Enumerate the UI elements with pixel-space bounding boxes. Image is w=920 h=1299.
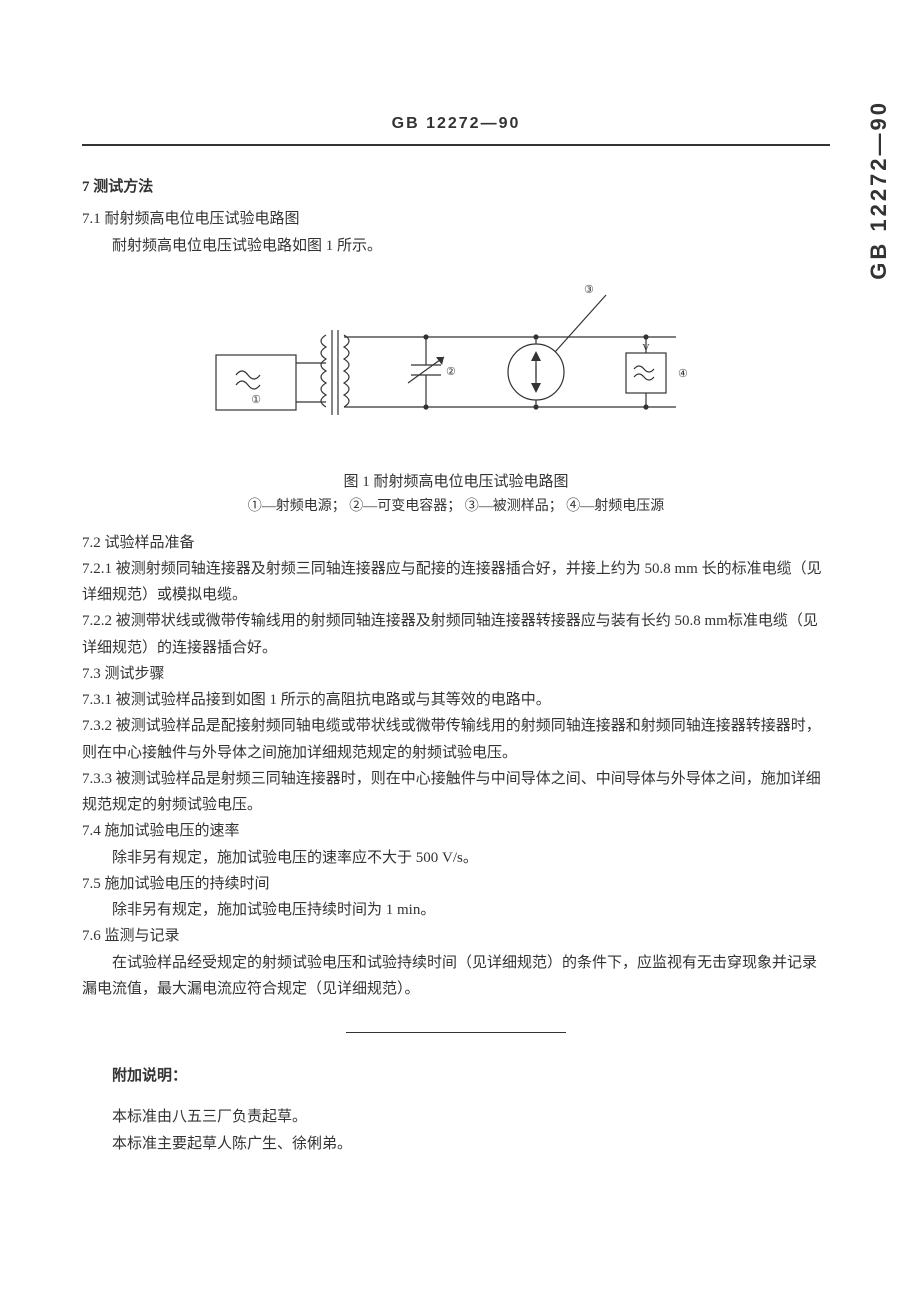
svg-text:③: ③ xyxy=(584,284,594,296)
section-7-6-body: 在试验样品经受规定的射频试验电压和试验持续时间（见详细规范）的条件下，应监视有无… xyxy=(82,950,830,1003)
section-7-4-title: 7.4 施加试验电压的速率 xyxy=(82,818,830,844)
section-7-1-body: 耐射频高电位电压试验电路如图 1 所示。 xyxy=(82,233,830,259)
section-7-1-title: 7.1 耐射频高电位电压试验电路图 xyxy=(82,206,830,232)
svg-text:①: ① xyxy=(251,394,261,406)
doc-code: GB 12272—90 xyxy=(82,110,830,144)
figure-1-caption: 图 1 耐射频高电位电压试验电路图 xyxy=(82,469,830,495)
header-rule xyxy=(82,144,830,146)
figure-1-legend: ①—射频电源； ②—可变电容器； ③—被测样品； ④—射频电压源 xyxy=(82,495,830,520)
appendix-p2: 本标准主要起草人陈广生、徐俐弟。 xyxy=(82,1131,830,1157)
side-doc-code: GB 12272—90 xyxy=(866,100,892,280)
section-7-2-title: 7.2 试验样品准备 xyxy=(82,530,830,556)
section-7-3-title: 7.3 测试步骤 xyxy=(82,661,830,687)
page-content: GB 12272—90 7 测试方法 7.1 耐射频高电位电压试验电路图 耐射频… xyxy=(0,0,920,1217)
section-7-6-title: 7.6 监测与记录 xyxy=(82,923,830,949)
svg-text:④: ④ xyxy=(678,368,688,380)
divider-rule xyxy=(346,1032,566,1033)
section-7-5-title: 7.5 施加试验电压的持续时间 xyxy=(82,871,830,897)
section-7-2-1: 7.2.1 被测射频同轴连接器及射频三同轴连接器应与配接的连接器插合好，并接上约… xyxy=(82,556,830,609)
appendix-p1: 本标准由八五三厂负责起草。 xyxy=(82,1104,830,1130)
svg-text:V: V xyxy=(642,343,650,354)
section-7-2-2: 7.2.2 被测带状线或微带传输线用的射频同轴连接器及射频同轴连接器转接器应与装… xyxy=(82,608,830,661)
section-7-3-2: 7.3.2 被测试验样品是配接射频同轴电缆或带状线或微带传输线用的射频同轴连接器… xyxy=(82,713,830,766)
svg-text:②: ② xyxy=(446,366,456,378)
section-7-3-3: 7.3.3 被测试验样品是射频三同轴连接器时，则在中心接触件与中间导体之间、中间… xyxy=(82,766,830,819)
section-7-title: 7 测试方法 xyxy=(82,174,830,200)
section-7-5-body: 除非另有规定，施加试验电压持续时间为 1 min。 xyxy=(82,897,830,923)
appendix-title: 附加说明： xyxy=(82,1063,830,1089)
section-7-4-body: 除非另有规定，施加试验电压的速率应不大于 500 V/s。 xyxy=(82,845,830,871)
figure-1: ① ② xyxy=(82,275,830,520)
circuit-diagram: ① ② xyxy=(206,275,706,465)
section-7-3-1: 7.3.1 被测试验样品接到如图 1 所示的高阻抗电路或与其等效的电路中。 xyxy=(82,687,830,713)
